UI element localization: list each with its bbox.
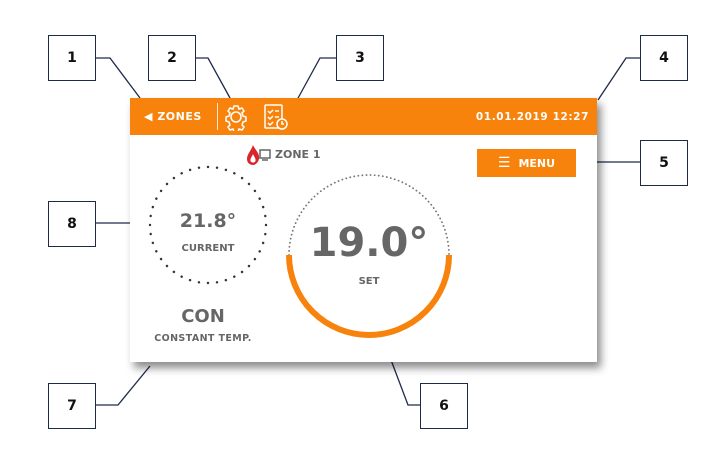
hamburger-icon: ☰ bbox=[497, 155, 511, 171]
date-time: 01.01.2019 12:27 bbox=[475, 111, 589, 123]
callout-6: 6 bbox=[420, 383, 468, 429]
current-label: CURRENT bbox=[181, 243, 235, 254]
setpoint-dial-track[interactable] bbox=[288, 174, 450, 256]
gear-icon[interactable] bbox=[222, 103, 250, 131]
mode-label: CONSTANT TEMP. bbox=[154, 333, 252, 344]
zones-back-button[interactable]: ◀ ZONES bbox=[144, 110, 202, 123]
monitor-icon bbox=[259, 149, 271, 161]
thermostat-screen: ◀ ZONES 01.01.2019 12:27 ZONE 1 ☰ MENU 2… bbox=[130, 98, 597, 362]
menu-label: MENU bbox=[518, 156, 556, 170]
dials bbox=[148, 165, 452, 338]
zone-name: ZONE 1 bbox=[275, 148, 321, 161]
top-bar: ◀ ZONES 01.01.2019 12:27 bbox=[130, 98, 597, 135]
current-dial bbox=[148, 165, 268, 285]
triangle-left-icon: ◀ bbox=[144, 110, 153, 123]
callout-1: 1 bbox=[48, 35, 96, 81]
flame-icon bbox=[247, 145, 260, 165]
schedule-icon[interactable] bbox=[263, 103, 289, 131]
setpoint-dial-arc[interactable] bbox=[286, 254, 452, 338]
set-label: SET bbox=[358, 276, 380, 287]
callout-5: 5 bbox=[640, 140, 688, 186]
set-temperature[interactable]: 19.0° bbox=[309, 220, 429, 266]
callout-4: 4 bbox=[640, 35, 688, 81]
menu-button[interactable]: ☰ MENU bbox=[477, 149, 576, 177]
callout-7: 7 bbox=[48, 383, 96, 429]
callout-2: 2 bbox=[148, 35, 196, 81]
callout-8: 8 bbox=[48, 201, 96, 247]
callout-3: 3 bbox=[336, 35, 384, 81]
zones-label: ZONES bbox=[157, 110, 202, 123]
divider bbox=[217, 103, 218, 130]
current-temperature: 21.8° bbox=[179, 210, 237, 232]
mode-code[interactable]: CON bbox=[181, 306, 225, 327]
